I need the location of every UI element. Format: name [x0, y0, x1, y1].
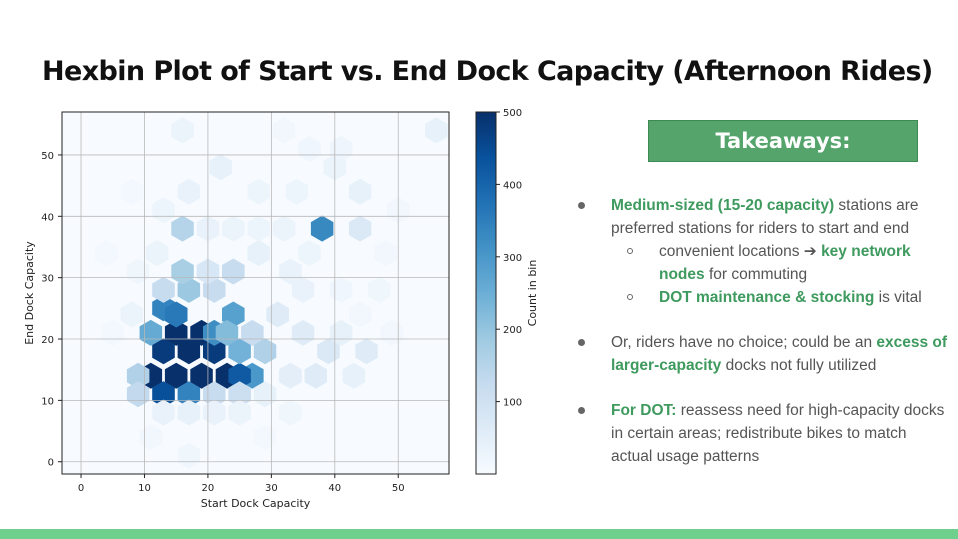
footer-bar: [0, 529, 958, 539]
hexbin-cell: [152, 399, 175, 426]
colorbar-tick-label: 500: [503, 108, 522, 119]
hexbin-cell: [139, 424, 163, 451]
hexbin-cell: [342, 362, 366, 389]
hexbin-cell: [152, 276, 175, 303]
hexbin-cell: [145, 240, 169, 267]
hexbin-cell: [298, 240, 321, 267]
takeaways-list: Medium-sized (15-20 capacity) stations a…: [578, 194, 948, 490]
hexbin-cell: [279, 362, 302, 389]
hexbin-cell: [247, 215, 270, 242]
text: Or, riders have no choice; could be an: [611, 334, 877, 351]
hexbin-cell: [317, 338, 340, 365]
hexbin-cell: [177, 399, 201, 426]
hexbin-cell: [203, 338, 226, 365]
hexbin-cell: [247, 178, 270, 205]
hexbin-cell: [190, 362, 213, 389]
hexbin-cell: [272, 215, 296, 242]
hexbin-cell: [95, 240, 118, 267]
colorbar: 100 200 300 400 500 Count in bin: [475, 108, 539, 475]
x-tick-label: 50: [392, 483, 405, 494]
x-tick-label: 40: [328, 483, 341, 494]
hexbin-cell: [272, 117, 296, 144]
text: reassess need for high-capacity docks in…: [611, 402, 945, 465]
plot-area: [62, 112, 449, 474]
takeaway-3: For DOT: reassess need for high-capacity…: [578, 399, 948, 468]
takeaway-1-sub-2: DOT maintenance & stocking is vital: [578, 286, 948, 309]
hexbin-cell: [152, 338, 175, 365]
takeaway-2: Or, riders have no choice; could be an e…: [578, 331, 948, 377]
hexbin-cell: [291, 276, 315, 303]
y-tick-label: 40: [41, 212, 54, 223]
page-title: Hexbin Plot of Start vs. End Dock Capaci…: [42, 56, 933, 87]
hexbin-cell: [126, 362, 150, 389]
hexbin-cell: [164, 301, 188, 328]
hexbin-cell: [222, 215, 245, 242]
hexbin-cell: [253, 338, 277, 365]
plot-frame: [61, 111, 450, 475]
gridlines: [62, 112, 449, 474]
hexbin-cell: [329, 276, 353, 303]
highlight: DOT maintenance & stocking: [659, 289, 875, 306]
x-tick-label: 20: [202, 483, 215, 494]
colorbar-tick-label: 400: [503, 180, 522, 191]
text: docks not fully utilized: [721, 357, 877, 374]
hexbin-cell: [177, 338, 201, 365]
hexbin-cell: [164, 362, 188, 389]
hexbin-cell: [279, 399, 302, 426]
hexbin-cell: [171, 117, 194, 144]
colorbar-bar: [475, 111, 497, 475]
hexbin-cell: [348, 301, 372, 328]
takeaway-1: Medium-sized (15-20 capacity) stations a…: [578, 194, 948, 240]
hexbin-cell: [203, 399, 226, 426]
text: convenient locations ➔: [659, 243, 822, 260]
hexbin-cell: [228, 399, 251, 426]
hexbin-cell: [120, 301, 143, 328]
hexbin-cell: [177, 178, 201, 205]
hexbin-cell: [348, 215, 372, 242]
hexbin-cell: [374, 240, 397, 267]
hexbin-cell: [355, 338, 378, 365]
hexbin-cell: [425, 117, 448, 144]
colorbar-tick-label: 100: [503, 398, 522, 409]
y-tick-label: 20: [41, 335, 54, 346]
x-tick-label: 10: [138, 483, 151, 494]
hexbin-cell: [368, 276, 391, 303]
hexbin-cell: [228, 362, 251, 389]
hexbin-cell: [247, 240, 270, 267]
colorbar-tick-label: 300: [503, 253, 522, 264]
y-tick-label: 10: [41, 396, 54, 407]
hexbin-cell: [120, 178, 143, 205]
highlight: Medium-sized (15-20 capacity): [611, 197, 835, 214]
takeaways-title: Takeaways:: [715, 129, 851, 153]
hexbin-cell: [209, 154, 232, 181]
takeaways-header: Takeaways:: [648, 120, 918, 162]
y-axis-label: End Dock Capacity: [23, 241, 36, 345]
takeaway-1-sub-1: convenient locations ➔ key network nodes…: [578, 240, 948, 286]
highlight: For DOT:: [611, 402, 677, 419]
colorbar-label: Count in bin: [526, 260, 539, 327]
x-tick-label: 30: [265, 483, 278, 494]
highlight: key network nodes: [659, 243, 911, 283]
text: is vital: [874, 289, 922, 306]
hexbin-cell: [304, 362, 327, 389]
text: stations are preferred stations for ride…: [611, 197, 919, 237]
plot-background: [62, 112, 449, 474]
hexbin-cell: [285, 178, 308, 205]
hexbin-cell: [266, 301, 289, 328]
text: for commuting: [704, 266, 808, 283]
axes: 0 10 20 30 40 50 0 10 20 30 40 50 Start Dock Capacit…: [23, 111, 450, 510]
highlight: excess of larger-capacity: [611, 334, 948, 374]
hexbin-cell: [348, 178, 372, 205]
hexbin-cell: [253, 424, 277, 451]
x-axis-label: Start Dock Capacity: [201, 497, 311, 510]
y-tick-label: 50: [41, 151, 54, 162]
hexbin-cell: [171, 215, 194, 242]
x-tick-label: 0: [78, 483, 84, 494]
hexbin-cell: [310, 215, 334, 242]
hexbin-cell: [228, 338, 251, 365]
y-tick-label: 0: [48, 458, 54, 469]
y-tick-label: 30: [41, 274, 54, 285]
colorbar-tick-label: 200: [503, 325, 522, 336]
